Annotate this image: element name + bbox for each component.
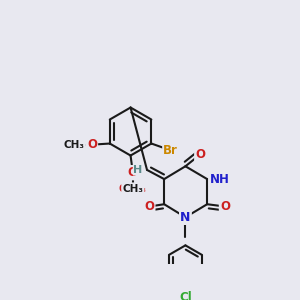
Text: Br: Br	[163, 144, 178, 157]
Text: O: O	[144, 200, 154, 213]
Text: O: O	[87, 138, 97, 151]
Text: CH₃: CH₃	[122, 184, 143, 194]
Text: NH: NH	[210, 172, 230, 186]
Text: O: O	[128, 166, 138, 179]
Text: O: O	[220, 200, 230, 213]
Text: O: O	[195, 148, 205, 161]
Text: CH₃: CH₃	[64, 140, 85, 150]
Text: H: H	[134, 165, 142, 175]
Text: O: O	[128, 168, 137, 178]
Text: OCH₃: OCH₃	[119, 184, 147, 194]
Text: Cl: Cl	[179, 291, 192, 300]
Text: N: N	[180, 211, 190, 224]
